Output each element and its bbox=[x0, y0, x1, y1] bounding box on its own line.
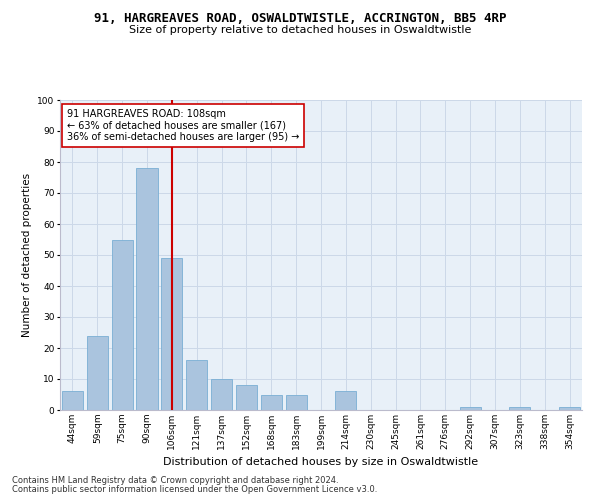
Text: Contains HM Land Registry data © Crown copyright and database right 2024.: Contains HM Land Registry data © Crown c… bbox=[12, 476, 338, 485]
Bar bbox=[136, 168, 158, 410]
X-axis label: Distribution of detached houses by size in Oswaldtwistle: Distribution of detached houses by size … bbox=[163, 458, 479, 468]
Bar bbox=[286, 394, 307, 410]
Text: Contains public sector information licensed under the Open Government Licence v3: Contains public sector information licen… bbox=[12, 485, 377, 494]
Bar bbox=[559, 407, 580, 410]
Bar bbox=[62, 392, 83, 410]
Bar bbox=[335, 392, 356, 410]
Text: Size of property relative to detached houses in Oswaldtwistle: Size of property relative to detached ho… bbox=[129, 25, 471, 35]
Bar bbox=[161, 258, 182, 410]
Bar bbox=[112, 240, 133, 410]
Bar bbox=[211, 379, 232, 410]
Text: 91, HARGREAVES ROAD, OSWALDTWISTLE, ACCRINGTON, BB5 4RP: 91, HARGREAVES ROAD, OSWALDTWISTLE, ACCR… bbox=[94, 12, 506, 26]
Bar bbox=[186, 360, 207, 410]
Bar bbox=[261, 394, 282, 410]
Bar bbox=[460, 407, 481, 410]
Bar bbox=[87, 336, 108, 410]
Text: 91 HARGREAVES ROAD: 108sqm
← 63% of detached houses are smaller (167)
36% of sem: 91 HARGREAVES ROAD: 108sqm ← 63% of deta… bbox=[67, 110, 299, 142]
Bar bbox=[509, 407, 530, 410]
Y-axis label: Number of detached properties: Number of detached properties bbox=[22, 173, 32, 337]
Bar bbox=[236, 385, 257, 410]
